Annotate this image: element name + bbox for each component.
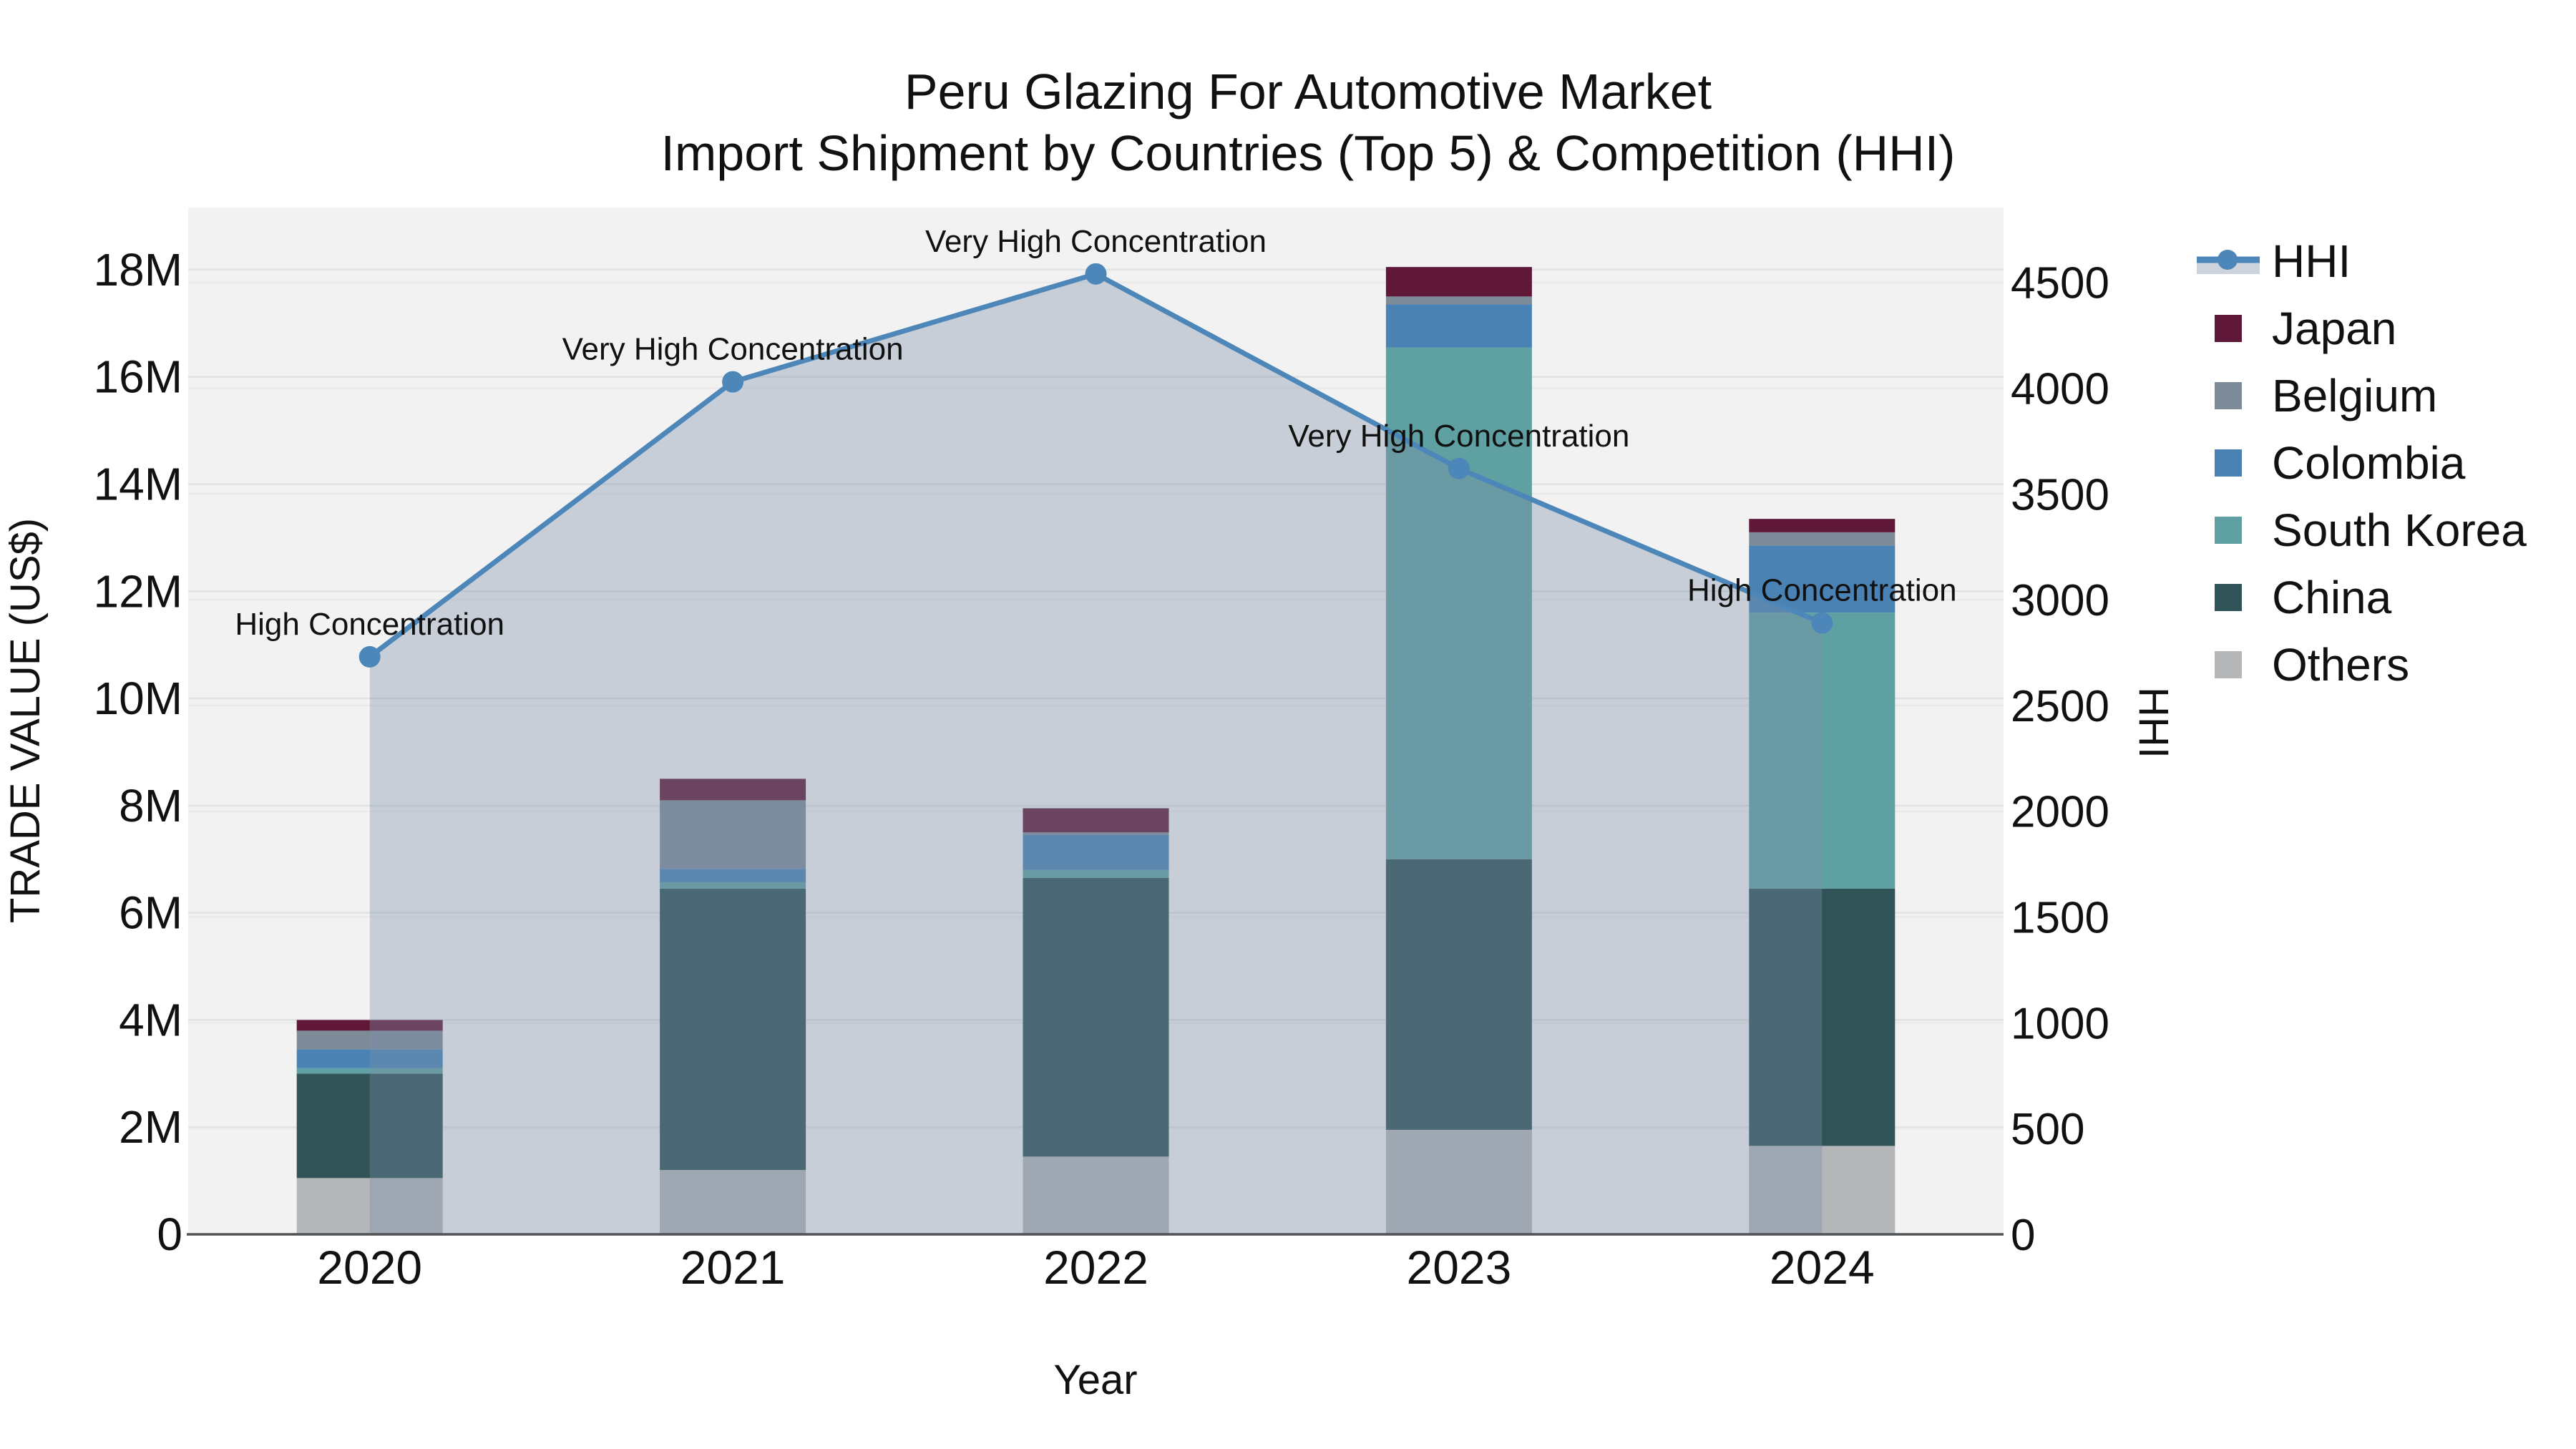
hhi-marker-2022 xyxy=(1085,263,1107,285)
bar-segment-others-2021 xyxy=(660,1170,806,1234)
y-tick-label-right-1500: 1500 xyxy=(2011,894,2109,943)
legend-swatch-colombia-icon xyxy=(2215,449,2242,477)
bar-segment-belgium-2022 xyxy=(1023,832,1169,836)
bar-segment-japan-2021 xyxy=(660,779,806,801)
bar-segment-south-korea-2021 xyxy=(660,882,806,889)
legend-swatch-belgium-icon xyxy=(2215,382,2242,409)
y-tick-label-right-2500: 2500 xyxy=(2011,682,2109,731)
stacked-bars-layer xyxy=(296,267,1896,1234)
y-tick-label-right-4000: 4000 xyxy=(2011,364,2109,414)
legend-swatch-japan-icon xyxy=(2215,315,2242,342)
legend-item-belgium[interactable]: Belgium xyxy=(2215,370,2437,421)
legend-label-belgium: Belgium xyxy=(2272,370,2437,421)
bar-segment-colombia-2023 xyxy=(1385,304,1532,348)
y-tick-label-left-2M: 2M xyxy=(119,1101,182,1153)
legend: HHI Japan Belgium Colombia South Korea China O… xyxy=(2197,235,2527,691)
y-tick-label-right-1000: 1000 xyxy=(2011,999,2109,1048)
hhi-marker-swatch-icon xyxy=(2218,250,2238,270)
y-tick-label-right-0: 0 xyxy=(2011,1211,2035,1260)
y-tick-label-left-14M: 14M xyxy=(94,458,183,509)
legend-label-south-korea: South Korea xyxy=(2272,504,2527,556)
bar-segment-colombia-2021 xyxy=(660,869,806,882)
legend-label-japan: Japan xyxy=(2272,303,2396,354)
bar-segment-south-korea-2022 xyxy=(1023,869,1169,878)
tick-label-layer: 0 2M 4M 6M 8M 10M 12M 14M 16M 18M 0 500 1000 1500 2000… xyxy=(94,244,2109,1294)
y-tick-label-left-10M: 10M xyxy=(94,673,183,724)
annotation-2021: Very High Concentration xyxy=(562,332,904,367)
y-tick-label-right-500: 500 xyxy=(2011,1105,2084,1154)
y-tick-label-left-6M: 6M xyxy=(119,887,182,939)
legend-item-china[interactable]: China xyxy=(2215,572,2392,623)
bar-segment-china-2024 xyxy=(1749,888,1896,1146)
bar-segment-south-korea-2020 xyxy=(296,1068,443,1074)
x-tick-label-2020: 2020 xyxy=(317,1241,422,1294)
bar-segment-south-korea-2024 xyxy=(1749,613,1896,889)
chart-title-line1: Peru Glazing For Automotive Market xyxy=(904,64,1712,119)
bar-segment-others-2023 xyxy=(1385,1129,1532,1234)
hhi-line-layer xyxy=(358,263,1833,668)
bar-segment-belgium-2021 xyxy=(660,800,806,869)
hhi-marker-2020 xyxy=(358,645,381,668)
legend-label-china: China xyxy=(2272,572,2392,623)
hhi-marker-2023 xyxy=(1448,457,1470,479)
y-axis-label-left: TRADE VALUE (US$) xyxy=(2,518,49,923)
annotation-2023: Very High Concentration xyxy=(1288,419,1629,454)
bar-segment-china-2020 xyxy=(296,1073,443,1179)
bar-segment-japan-2023 xyxy=(1385,267,1532,297)
bar-segment-others-2020 xyxy=(296,1178,443,1234)
y-tick-label-left-0: 0 xyxy=(157,1209,182,1260)
x-tick-label-2021: 2021 xyxy=(680,1241,786,1294)
legend-item-japan[interactable]: Japan xyxy=(2215,303,2396,354)
y-tick-label-left-12M: 12M xyxy=(94,565,183,617)
legend-label-others: Others xyxy=(2272,639,2409,691)
bar-segment-colombia-2020 xyxy=(296,1049,443,1068)
x-tick-label-2023: 2023 xyxy=(1406,1241,1511,1294)
legend-item-hhi[interactable]: HHI xyxy=(2197,235,2351,287)
y-tick-label-right-3500: 3500 xyxy=(2011,470,2109,519)
bar-segment-others-2022 xyxy=(1023,1156,1169,1234)
x-axis-label: Year xyxy=(1053,1357,1137,1403)
legend-label-hhi: HHI xyxy=(2272,235,2351,287)
chart-title-line2: Import Shipment by Countries (Top 5) & C… xyxy=(661,125,1956,181)
legend-item-others[interactable]: Others xyxy=(2215,639,2409,691)
legend-swatch-south-korea-icon xyxy=(2215,517,2242,544)
y-tick-label-right-2000: 2000 xyxy=(2011,788,2109,837)
legend-swatch-others-icon xyxy=(2215,651,2242,678)
hhi-area xyxy=(369,273,1823,1234)
annotation-2022: Very High Concentration xyxy=(925,224,1267,259)
annotation-2020: High Concentration xyxy=(235,607,504,642)
bar-segment-belgium-2023 xyxy=(1385,296,1532,305)
legend-item-colombia[interactable]: Colombia xyxy=(2215,437,2466,489)
x-tick-label-2022: 2022 xyxy=(1043,1241,1148,1294)
annotation-layer: High Concentration Very High Concentratio… xyxy=(235,224,1956,642)
bar-segment-belgium-2024 xyxy=(1749,532,1896,546)
x-tick-label-2024: 2024 xyxy=(1770,1241,1875,1294)
legend-label-colombia: Colombia xyxy=(2272,437,2466,489)
y-tick-label-left-18M: 18M xyxy=(94,244,183,296)
bar-segment-japan-2024 xyxy=(1749,519,1896,532)
hhi-marker-2021 xyxy=(722,371,744,393)
bar-segment-japan-2022 xyxy=(1023,808,1169,833)
hhi-area-layer xyxy=(369,273,1823,1234)
y-tick-label-right-3000: 3000 xyxy=(2011,576,2109,625)
bar-segment-others-2024 xyxy=(1749,1146,1896,1234)
y-tick-label-left-8M: 8M xyxy=(119,780,182,831)
bar-segment-south-korea-2023 xyxy=(1385,347,1532,859)
bar-segment-japan-2020 xyxy=(296,1020,443,1031)
bar-segment-colombia-2022 xyxy=(1023,835,1169,870)
y-tick-label-right-4500: 4500 xyxy=(2011,259,2109,308)
bar-segment-china-2021 xyxy=(660,888,806,1171)
legend-item-south-korea[interactable]: South Korea xyxy=(2215,504,2527,556)
y-tick-label-left-16M: 16M xyxy=(94,351,183,403)
y-axis-label-right: HHI xyxy=(2130,687,2177,758)
annotation-2024: High Concentration xyxy=(1687,573,1957,608)
hhi-marker-2024 xyxy=(1811,612,1833,634)
y-tick-label-left-4M: 4M xyxy=(119,994,182,1045)
bar-segment-china-2023 xyxy=(1385,859,1532,1130)
bar-segment-china-2022 xyxy=(1023,877,1169,1157)
bar-segment-belgium-2020 xyxy=(296,1030,443,1050)
legend-swatch-china-icon xyxy=(2215,584,2242,611)
